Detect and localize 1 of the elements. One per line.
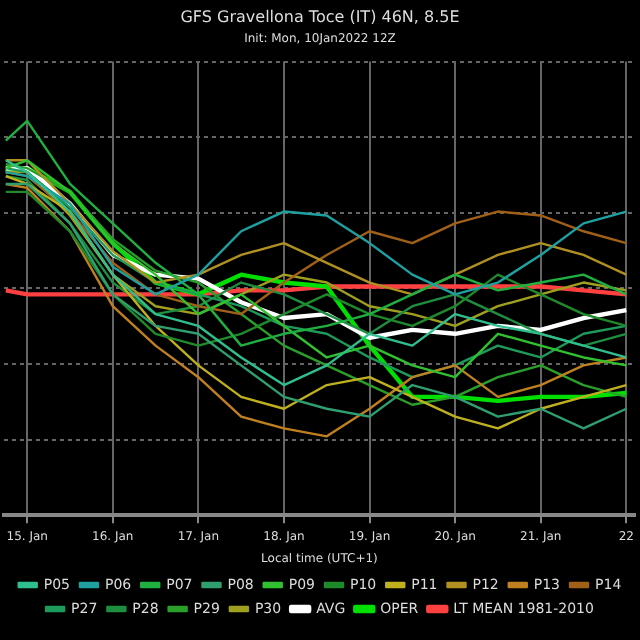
chart-title: GFS Gravellona Toce (IT) 46N, 8.5E [180,7,460,26]
